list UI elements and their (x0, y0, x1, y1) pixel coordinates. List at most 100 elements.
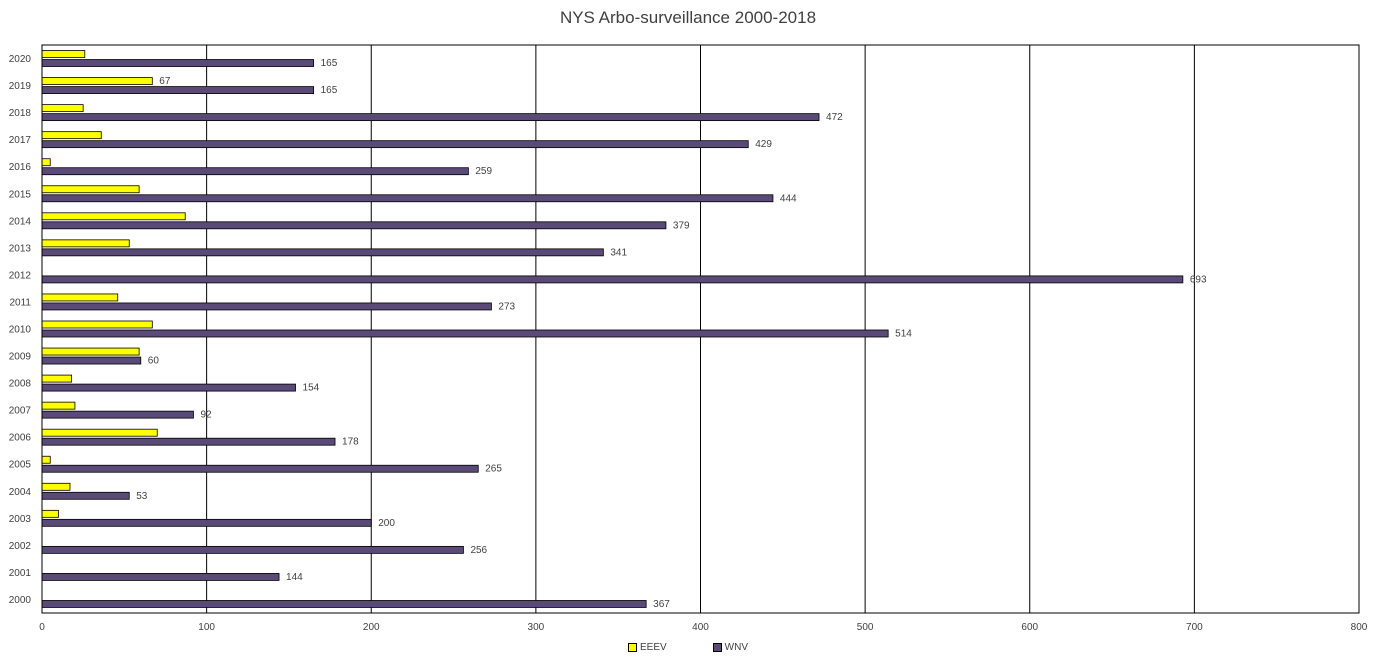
y-tick-label: 2008 (9, 379, 32, 390)
x-tick-label: 200 (363, 622, 380, 633)
data-label-wnv: 200 (378, 518, 395, 529)
x-tick-label: 300 (528, 622, 545, 633)
data-label-wnv: 165 (321, 58, 338, 69)
y-tick-label: 2000 (9, 595, 32, 606)
bar-wnv (41, 302, 492, 311)
legend-swatch-eeev (627, 643, 637, 652)
bar-wnv (41, 140, 749, 149)
data-label-wnv: 273 (498, 301, 515, 312)
data-label-wnv: 259 (475, 166, 492, 177)
y-tick-label: 2020 (9, 54, 32, 65)
bar-eeev (41, 509, 59, 518)
y-tick-label: 2018 (9, 108, 32, 119)
axes: 0 100 200 300 400 500 600 700 800 2000 2001 2002 200… (9, 44, 1368, 633)
x-tick-label: 800 (1351, 622, 1368, 633)
y-tick-label: 2012 (9, 270, 32, 281)
bar-eeev (41, 212, 186, 221)
data-label-wnv: 165 (321, 85, 338, 96)
bar-eeev (41, 401, 76, 410)
y-tick-label: 2011 (9, 297, 31, 308)
data-label-wnv: 178 (342, 437, 359, 448)
data-label-wnv: 92 (200, 410, 212, 421)
bar-wnv (41, 464, 479, 473)
bar-eeev (41, 158, 51, 167)
data-label-wnv: 144 (286, 572, 303, 583)
bar-eeev (41, 104, 84, 113)
bar-wnv (41, 518, 372, 527)
bar-wnv (41, 113, 820, 122)
y-tick-label: 2010 (9, 325, 32, 336)
bar-eeev (41, 77, 153, 85)
y-tick-label: 2013 (9, 243, 32, 254)
bar-eeev (41, 239, 130, 248)
plot-area-frame (41, 44, 1360, 614)
bar-wnv (41, 356, 142, 365)
y-tick-label: 2009 (9, 352, 32, 363)
y-tick-label: 2007 (9, 406, 32, 417)
bar-wnv (41, 410, 194, 419)
data-label-wnv: 514 (895, 329, 912, 340)
bar-eeev (41, 455, 51, 464)
y-tick-label: 2019 (9, 81, 32, 92)
legend-item-wnv: WNV (712, 642, 749, 653)
bar-eeev (41, 320, 153, 329)
bar-eeev (41, 374, 73, 383)
data-label-eeev: 67 (159, 76, 171, 87)
bar-eeev (41, 50, 86, 58)
x-tick-label: 600 (1021, 622, 1038, 633)
bar-wnv (41, 194, 774, 203)
y-tick-label: 2002 (9, 541, 32, 552)
y-tick-label: 2006 (9, 433, 32, 444)
legend-label-eeev: EEEV (639, 642, 667, 653)
data-label-wnv: 444 (780, 193, 797, 204)
legend-label-wnv: WNV (724, 642, 749, 653)
data-label-wnv: 265 (485, 464, 502, 475)
bar-wnv (41, 545, 464, 554)
bars (41, 50, 1184, 608)
y-tick-label: 2004 (9, 487, 32, 498)
bar-wnv (41, 573, 280, 581)
bar-wnv (41, 86, 315, 94)
bar-eeev (41, 482, 71, 491)
data-label-wnv: 379 (673, 220, 690, 231)
data-label-wnv: 367 (653, 599, 670, 610)
bar-eeev (41, 131, 102, 140)
data-label-wnv: 341 (610, 247, 627, 258)
data-label-wnv: 429 (755, 139, 772, 150)
data-label-wnv: 472 (826, 112, 843, 123)
gridlines (206, 45, 1195, 613)
bar-wnv (41, 275, 1184, 284)
bar-wnv (41, 491, 130, 500)
x-tick-label: 700 (1186, 622, 1203, 633)
y-tick-label: 2015 (9, 189, 32, 200)
data-labels: 367 144 256 200 53 265 178 92 154 60 514 273 693 341 3… (136, 58, 1207, 610)
y-tick-label: 2001 (9, 568, 32, 579)
x-tick-label: 400 (692, 622, 709, 633)
bar-eeev (41, 347, 140, 356)
data-label-wnv: 693 (1190, 274, 1207, 285)
chart-title: NYS Arbo-surveillance 2000-2018 (559, 8, 817, 27)
y-tick-label: 2005 (9, 460, 32, 471)
data-label-wnv: 256 (470, 545, 487, 556)
bar-wnv (41, 59, 315, 67)
x-tick-label: 0 (39, 622, 45, 633)
y-tick-label: 2016 (9, 162, 32, 173)
bar-wnv (41, 329, 889, 338)
legend: EEEV WNV (0, 642, 1376, 653)
y-tick-label: 2014 (9, 216, 32, 227)
bar-wnv (41, 437, 336, 446)
data-label-wnv: 60 (148, 356, 160, 367)
bar-eeev (41, 293, 119, 302)
bar-wnv (41, 383, 296, 392)
bar-wnv (41, 600, 647, 608)
legend-item-eeev: EEEV (627, 642, 667, 653)
bar-eeev (41, 185, 140, 194)
x-tick-label: 100 (198, 622, 215, 633)
bar-eeev (41, 428, 158, 437)
y-tick-label: 2003 (9, 514, 32, 525)
bar-wnv (41, 167, 469, 176)
x-tick-label: 500 (857, 622, 874, 633)
y-tick-label: 2017 (9, 135, 32, 146)
legend-swatch-wnv (712, 643, 722, 652)
